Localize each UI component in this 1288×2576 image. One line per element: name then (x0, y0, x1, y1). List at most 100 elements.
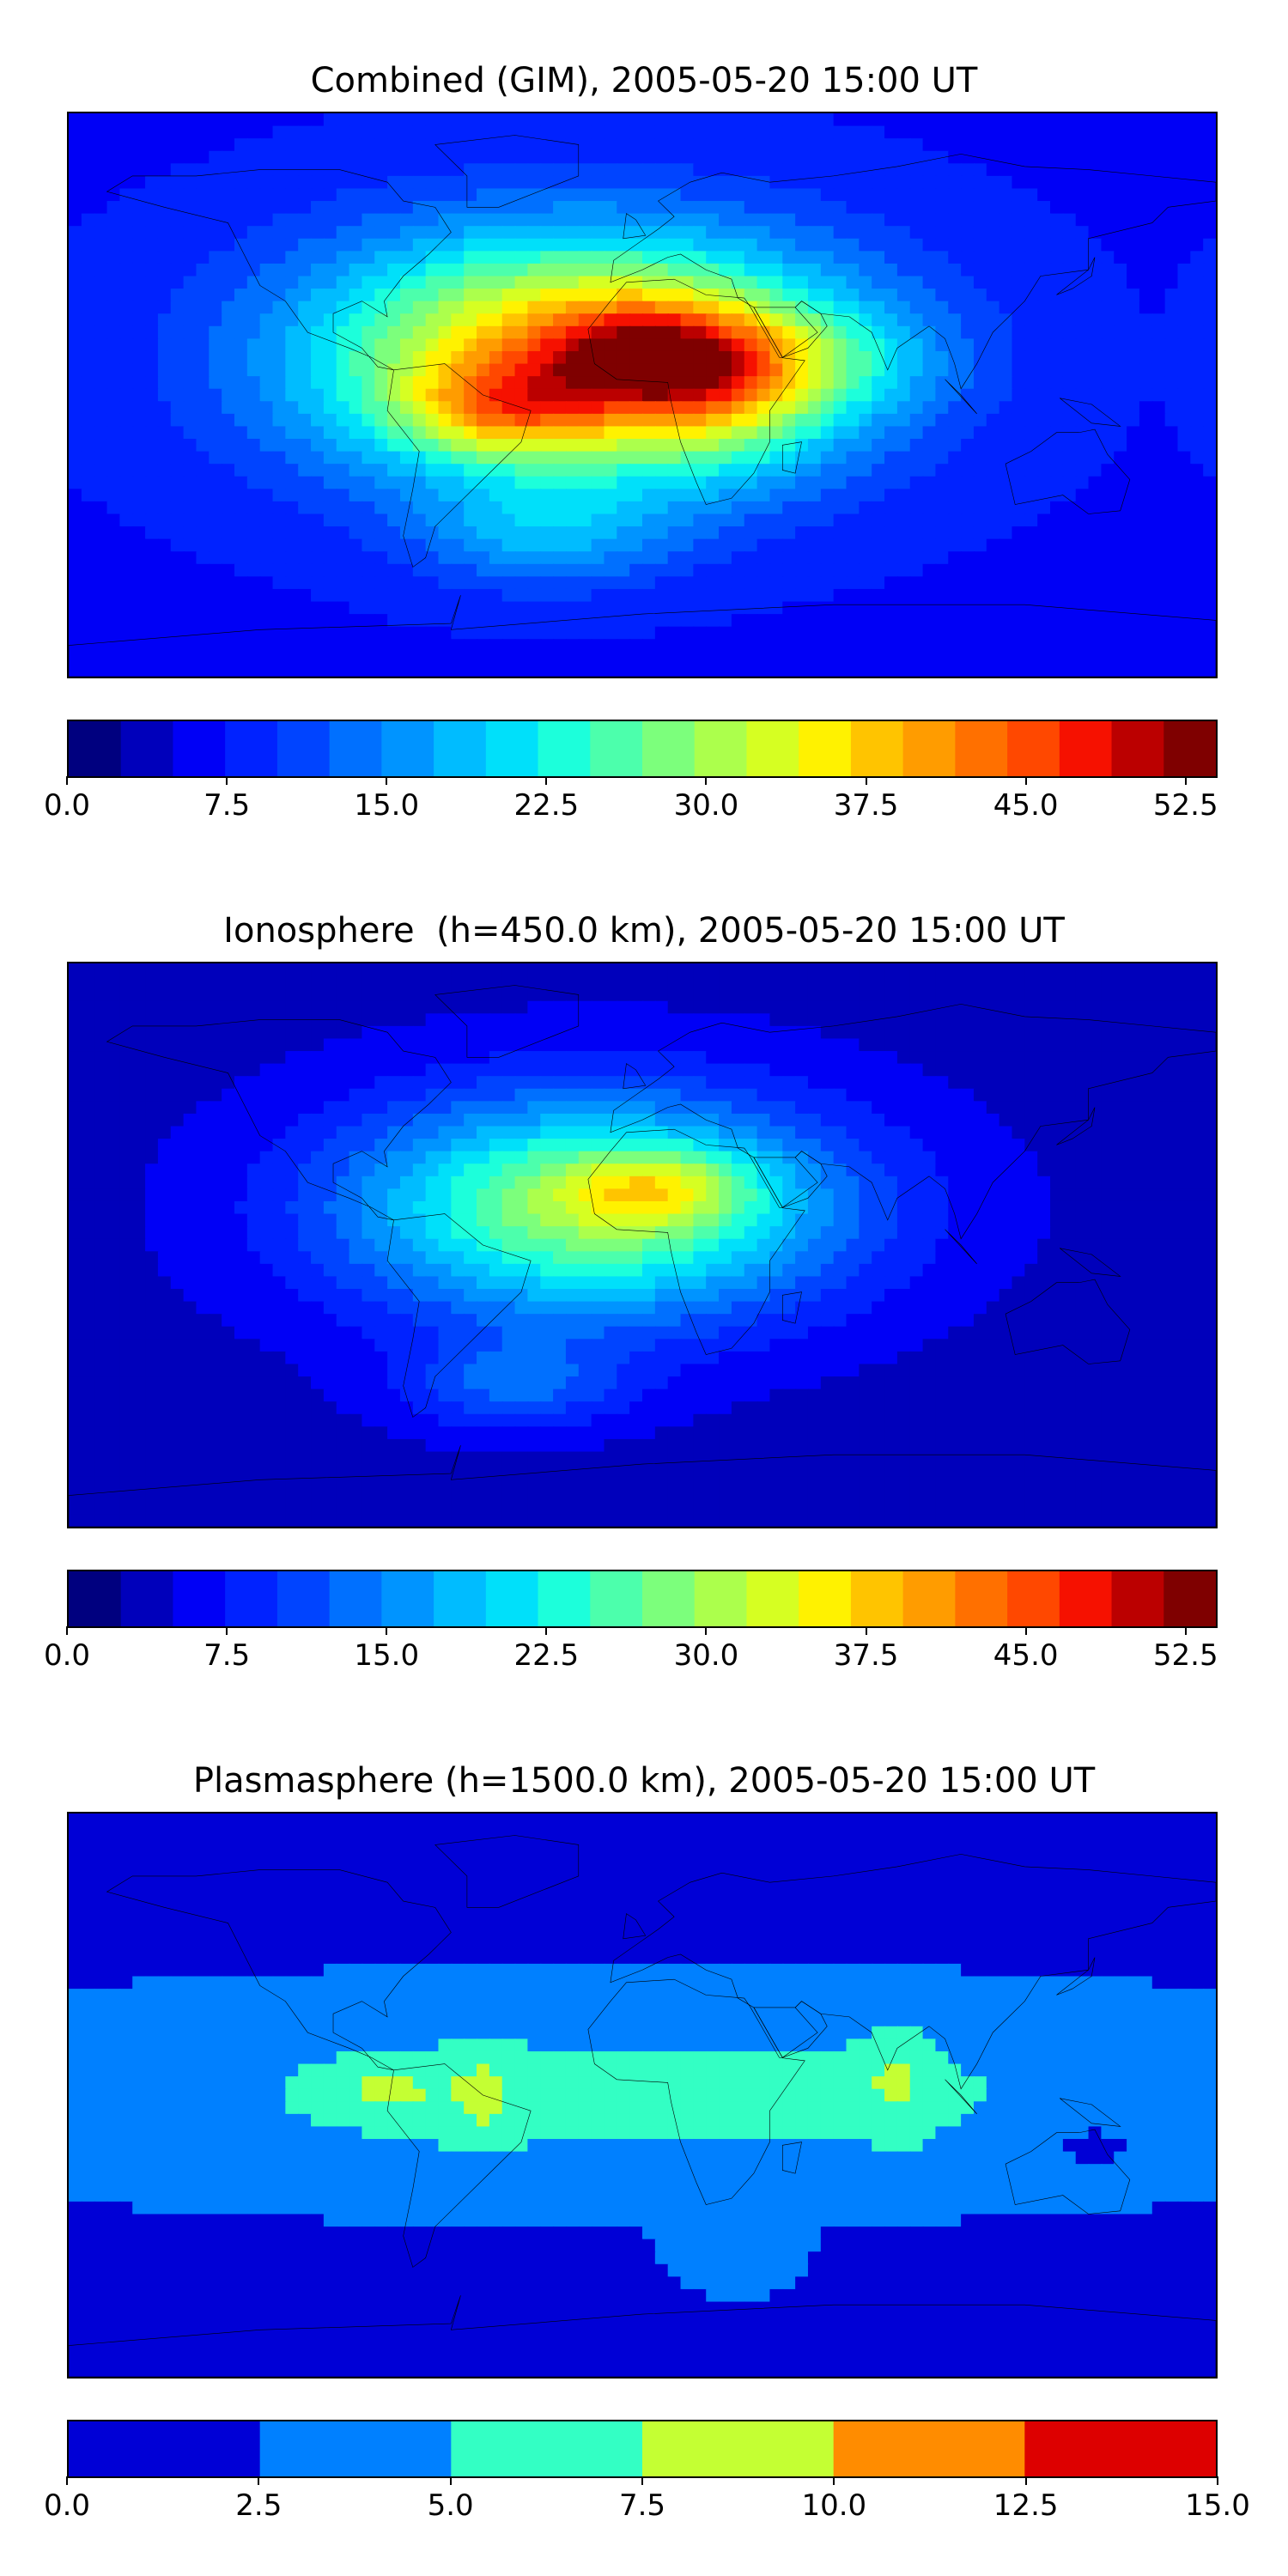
heatmap-cell (948, 963, 963, 977)
heatmap-cell (209, 150, 223, 165)
heatmap-cell (94, 1038, 108, 1053)
heatmap-cell (1190, 489, 1205, 503)
heatmap-cell (540, 401, 555, 415)
heatmap-cell (820, 150, 835, 165)
heatmap-cell (680, 338, 695, 353)
heatmap-cell (719, 1038, 733, 1053)
heatmap-cell (731, 276, 745, 290)
heatmap-cell (323, 350, 337, 365)
heatmap-cell (1151, 201, 1166, 215)
heatmap-cell (884, 1038, 899, 1053)
heatmap-cell (259, 188, 274, 203)
heatmap-cell (642, 150, 656, 165)
heatmap-cell (948, 1076, 963, 1090)
heatmap-cell (642, 551, 656, 565)
heatmap-cell (1088, 639, 1103, 653)
heatmap-cell (909, 501, 924, 515)
heatmap-cell (986, 513, 1000, 528)
heatmap-cell (935, 350, 950, 365)
heatmap-cell (706, 251, 720, 265)
heatmap-cell (896, 289, 911, 302)
heatmap-cell (986, 489, 1000, 503)
heatmap-cell (540, 988, 555, 1002)
heatmap-cell (1190, 476, 1205, 490)
heatmap-cell (119, 350, 134, 365)
heatmap-cell (246, 426, 261, 440)
heatmap-cell (756, 150, 771, 165)
heatmap-cell (1088, 301, 1103, 315)
heatmap-cell (833, 489, 848, 503)
heatmap-cell (872, 388, 886, 403)
heatmap-cell (756, 276, 771, 290)
heatmap-cell (1203, 163, 1216, 177)
heatmap-cell (553, 439, 568, 453)
heatmap-cell (514, 576, 529, 591)
heatmap-cell (1101, 501, 1115, 515)
heatmap-cell (438, 551, 453, 565)
heatmap-cell (69, 226, 82, 240)
heatmap-cell (896, 439, 911, 453)
heatmap-cell (234, 639, 248, 653)
heatmap-cell (578, 413, 592, 428)
heatmap-cell (859, 388, 873, 403)
heatmap-cell (119, 551, 134, 565)
heatmap-cell (361, 576, 376, 591)
heatmap-cell (106, 639, 121, 653)
heatmap-cell (1190, 125, 1205, 140)
heatmap-cell (604, 1038, 618, 1053)
heatmap-cell (935, 226, 950, 240)
heatmap-cell (540, 150, 555, 165)
heatmap-cell (489, 626, 503, 641)
heatmap-cell (349, 501, 363, 515)
heatmap-cell (425, 975, 440, 990)
heatmap-cell (119, 988, 134, 1002)
heatmap-cell (846, 664, 860, 677)
heatmap-cell (132, 213, 147, 228)
heatmap-cell (1024, 614, 1039, 628)
heatmap-cell (642, 963, 656, 977)
heatmap-cell (629, 464, 644, 477)
heatmap-cell (81, 175, 95, 190)
heatmap-cell (744, 313, 758, 327)
heatmap-cell (1139, 338, 1153, 353)
heatmap-cell (106, 1013, 121, 1027)
heatmap-cell (222, 350, 236, 365)
heatmap-cell (222, 626, 236, 641)
heatmap-cell (909, 451, 924, 465)
heatmap-cell (170, 150, 185, 165)
heatmap-cell (1151, 464, 1166, 477)
heatmap-cell (1037, 363, 1052, 378)
heatmap-cell (935, 1063, 950, 1078)
heatmap-cell (591, 338, 605, 353)
heatmap-cell (1062, 238, 1077, 252)
heatmap-cell (438, 464, 453, 477)
heatmap-cell (1164, 426, 1179, 440)
heatmap-cell (361, 513, 376, 528)
heatmap-cell (1075, 338, 1090, 353)
heatmap-cell (272, 276, 287, 290)
heatmap-cell (489, 576, 503, 591)
heatmap-cell (1177, 1063, 1192, 1078)
heatmap-cell (553, 464, 568, 477)
heatmap-cell (272, 538, 287, 553)
heatmap-cell (1012, 551, 1026, 565)
heatmap-cell (387, 963, 402, 977)
heatmap-cell (234, 1025, 248, 1040)
heatmap-cell (451, 401, 465, 415)
heatmap-cell (604, 626, 618, 641)
heatmap-cell (833, 238, 848, 252)
heatmap-cell (731, 988, 745, 1002)
heatmap-cell (1114, 1013, 1128, 1027)
heatmap-cell (719, 325, 733, 340)
heatmap-cell (361, 489, 376, 503)
heatmap-cell (196, 150, 210, 165)
heatmap-cell (451, 289, 465, 302)
heatmap-cell (719, 588, 733, 603)
heatmap-cell (553, 163, 568, 177)
heatmap-cell (986, 538, 1000, 553)
heatmap-cell (909, 576, 924, 591)
heatmap-cell (872, 238, 886, 252)
heatmap-cell (94, 213, 108, 228)
heatmap-cell (1177, 175, 1192, 190)
heatmap-cell (795, 363, 810, 378)
